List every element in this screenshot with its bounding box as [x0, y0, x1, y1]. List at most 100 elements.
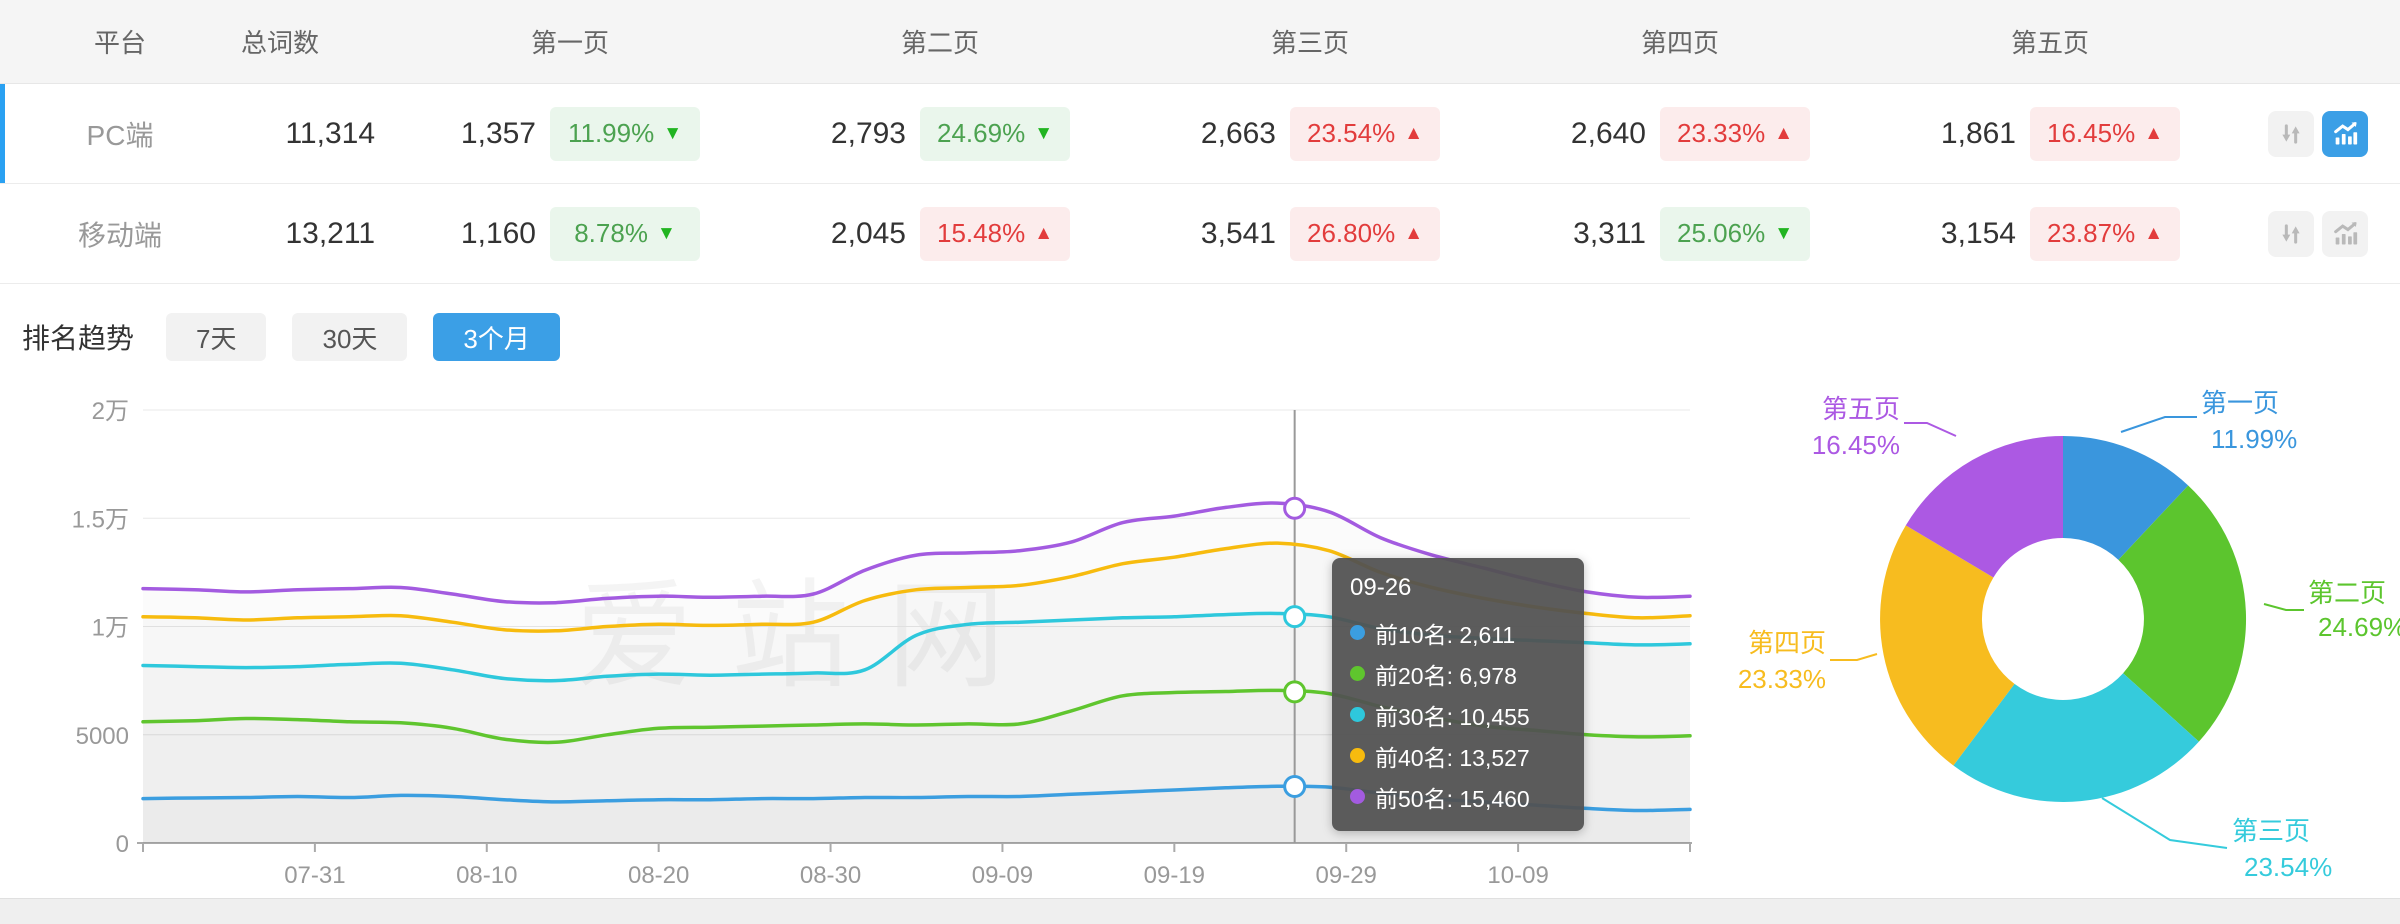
donut-slice-第五页[interactable]: [1905, 436, 2063, 578]
donut-label-connector: [2263, 603, 2304, 611]
trend-arrow-icon: ▲: [1034, 223, 1053, 244]
page3-count: 2,663: [1200, 116, 1276, 150]
donut-slice-percentage: 23.33%: [1738, 664, 1826, 694]
donut-slice-第二页[interactable]: [2118, 485, 2247, 742]
period-tabs: 7天 30天 3个月: [166, 313, 560, 361]
line-bar-chart-icon: [2334, 221, 2358, 244]
page4-change-badge: 25.06% ▼: [1660, 206, 1810, 261]
trend-arrow-icon: ▼: [656, 223, 676, 244]
page1-change-badge: 8.78% ▼: [550, 206, 700, 261]
tab-7-days[interactable]: 7天: [166, 313, 267, 361]
donut-slice-第四页[interactable]: [1880, 525, 2015, 766]
page1-count: 1,160: [460, 216, 536, 250]
trend-arrow-icon: ▲: [1404, 223, 1423, 244]
donut-slice-label: 第四页: [1748, 628, 1826, 658]
line-bar-chart-icon: [2334, 121, 2358, 144]
header-platform: 平台: [93, 28, 146, 58]
platform-label: 移动端: [77, 219, 162, 251]
header-total-words: 总词数: [240, 28, 319, 58]
donut-slice-label: 第一页: [2201, 388, 2279, 418]
svg-text:2万: 2万: [92, 398, 129, 425]
sort-rank-button[interactable]: [2268, 210, 2314, 257]
donut-label-connector: [1830, 653, 1878, 661]
donut-slice-第三页[interactable]: [1953, 673, 2199, 802]
tooltip-row: 前10名: 2,611: [1350, 612, 1568, 653]
series-dot-icon: [1350, 666, 1365, 681]
svg-text:1万: 1万: [92, 615, 129, 642]
donut-slice-label: 第五页: [1822, 394, 1900, 424]
chart-tooltip: 09-26 前10名: 2,611 前20名: 6,978 前30名: 10,4…: [1332, 558, 1584, 831]
trend-arrow-icon: ▲: [1404, 123, 1423, 144]
donut-label-connector: [2101, 797, 2228, 849]
page-distribution-donut-chart[interactable]: 第一页 11.99% 第二页 24.69% 第三页 23.54% 第四页 23.33% 第五页 1…: [1700, 370, 2400, 897]
tooltip-row: 前40名: 13,527: [1350, 735, 1568, 776]
svg-text:08-10: 08-10: [456, 862, 517, 889]
page1-count: 1,357: [460, 116, 536, 150]
page3-change-badge: 26.80% ▲: [1290, 206, 1440, 261]
tooltip-date: 09-26: [1350, 574, 1412, 601]
tab-30-days[interactable]: 30天: [292, 313, 408, 361]
trend-chart-button[interactable]: [2322, 110, 2368, 157]
donut-label-connector: [1904, 422, 1957, 437]
svg-text:09-09: 09-09: [972, 862, 1033, 889]
page5-change-badge: 16.45% ▲: [2030, 106, 2180, 161]
tooltip-row: 前50名: 15,460: [1350, 776, 1568, 817]
total-words-value: 11,314: [285, 116, 375, 150]
donut-slice-percentage: 24.69%: [2318, 612, 2400, 642]
svg-text:0: 0: [116, 831, 129, 858]
page2-count: 2,793: [830, 116, 906, 150]
sort-arrows-icon: [2282, 123, 2300, 144]
sort-rank-button[interactable]: [2268, 110, 2314, 157]
tooltip-row: 前30名: 10,455: [1350, 694, 1568, 735]
donut-slice-percentage: 23.54%: [2244, 852, 2332, 882]
donut-label-connector: [2120, 416, 2197, 433]
page2-change-badge: 24.69% ▼: [920, 106, 1070, 161]
page1-change-badge: 11.99% ▼: [550, 106, 700, 161]
donut-slice-label: 第三页: [2232, 816, 2310, 846]
platform-label: PC端: [86, 119, 154, 151]
donut-slice-percentage: 16.45%: [1812, 430, 1900, 460]
trend-arrow-icon: ▼: [1774, 223, 1793, 244]
trend-arrow-icon: ▼: [663, 123, 683, 144]
svg-text:09-19: 09-19: [1144, 862, 1205, 889]
tab-3-months[interactable]: 3个月: [433, 313, 560, 361]
trend-arrow-icon: ▼: [1034, 123, 1053, 144]
page-bottom-strip: [0, 898, 2400, 924]
page5-change-badge: 23.87% ▲: [2030, 206, 2180, 261]
page3-change-badge: 23.54% ▲: [1290, 106, 1440, 161]
page5-count: 3,154: [1940, 216, 2016, 250]
svg-text:5000: 5000: [76, 723, 129, 750]
header-page3: 第三页: [1270, 28, 1349, 58]
trend-section-header: 排名趋势 7天 30天 3个月: [0, 284, 2400, 364]
svg-text:1.5万: 1.5万: [72, 506, 129, 533]
donut-slice-label: 第二页: [2308, 578, 2386, 608]
svg-text:08-30: 08-30: [800, 862, 861, 889]
table-row[interactable]: PC端 11,314 1,357 11.99% ▼ 2,793 24.69% ▼ 2…: [0, 84, 2400, 184]
series-dot-icon: [1350, 789, 1365, 804]
svg-text:08-20: 08-20: [628, 862, 689, 889]
header-page4: 第四页: [1640, 28, 1719, 58]
total-words-value: 13,211: [285, 216, 375, 250]
series-dot-icon: [1350, 707, 1365, 722]
trend-arrow-icon: ▲: [1774, 123, 1793, 144]
svg-text:09-29: 09-29: [1316, 862, 1377, 889]
page4-count: 3,311: [1573, 216, 1646, 250]
trend-arrow-icon: ▲: [2144, 123, 2163, 144]
donut-slice-第一页[interactable]: [2063, 436, 2189, 560]
trend-chart-button[interactable]: [2322, 210, 2368, 257]
svg-text:10-09: 10-09: [1487, 862, 1548, 889]
series-dot-icon: [1350, 748, 1365, 763]
table-row[interactable]: 移动端 13,211 1,160 8.78% ▼ 2,045 15.48% ▲ 3,…: [0, 184, 2400, 284]
page2-count: 2,045: [830, 216, 906, 250]
page4-count: 2,640: [1570, 116, 1646, 150]
sort-arrows-icon: [2282, 223, 2300, 244]
page4-change-badge: 23.33% ▲: [1660, 106, 1810, 161]
header-page5: 第五页: [2010, 28, 2089, 58]
page3-count: 3,541: [1200, 216, 1276, 250]
svg-text:07-31: 07-31: [284, 862, 345, 889]
page5-count: 1,861: [1940, 116, 2016, 150]
charts-region: 爱站网 050001万1.5万2万07-3108-1008-2008-3009-…: [0, 370, 2400, 897]
header-page2: 第二页: [900, 28, 979, 58]
page2-change-badge: 15.48% ▲: [920, 206, 1070, 261]
